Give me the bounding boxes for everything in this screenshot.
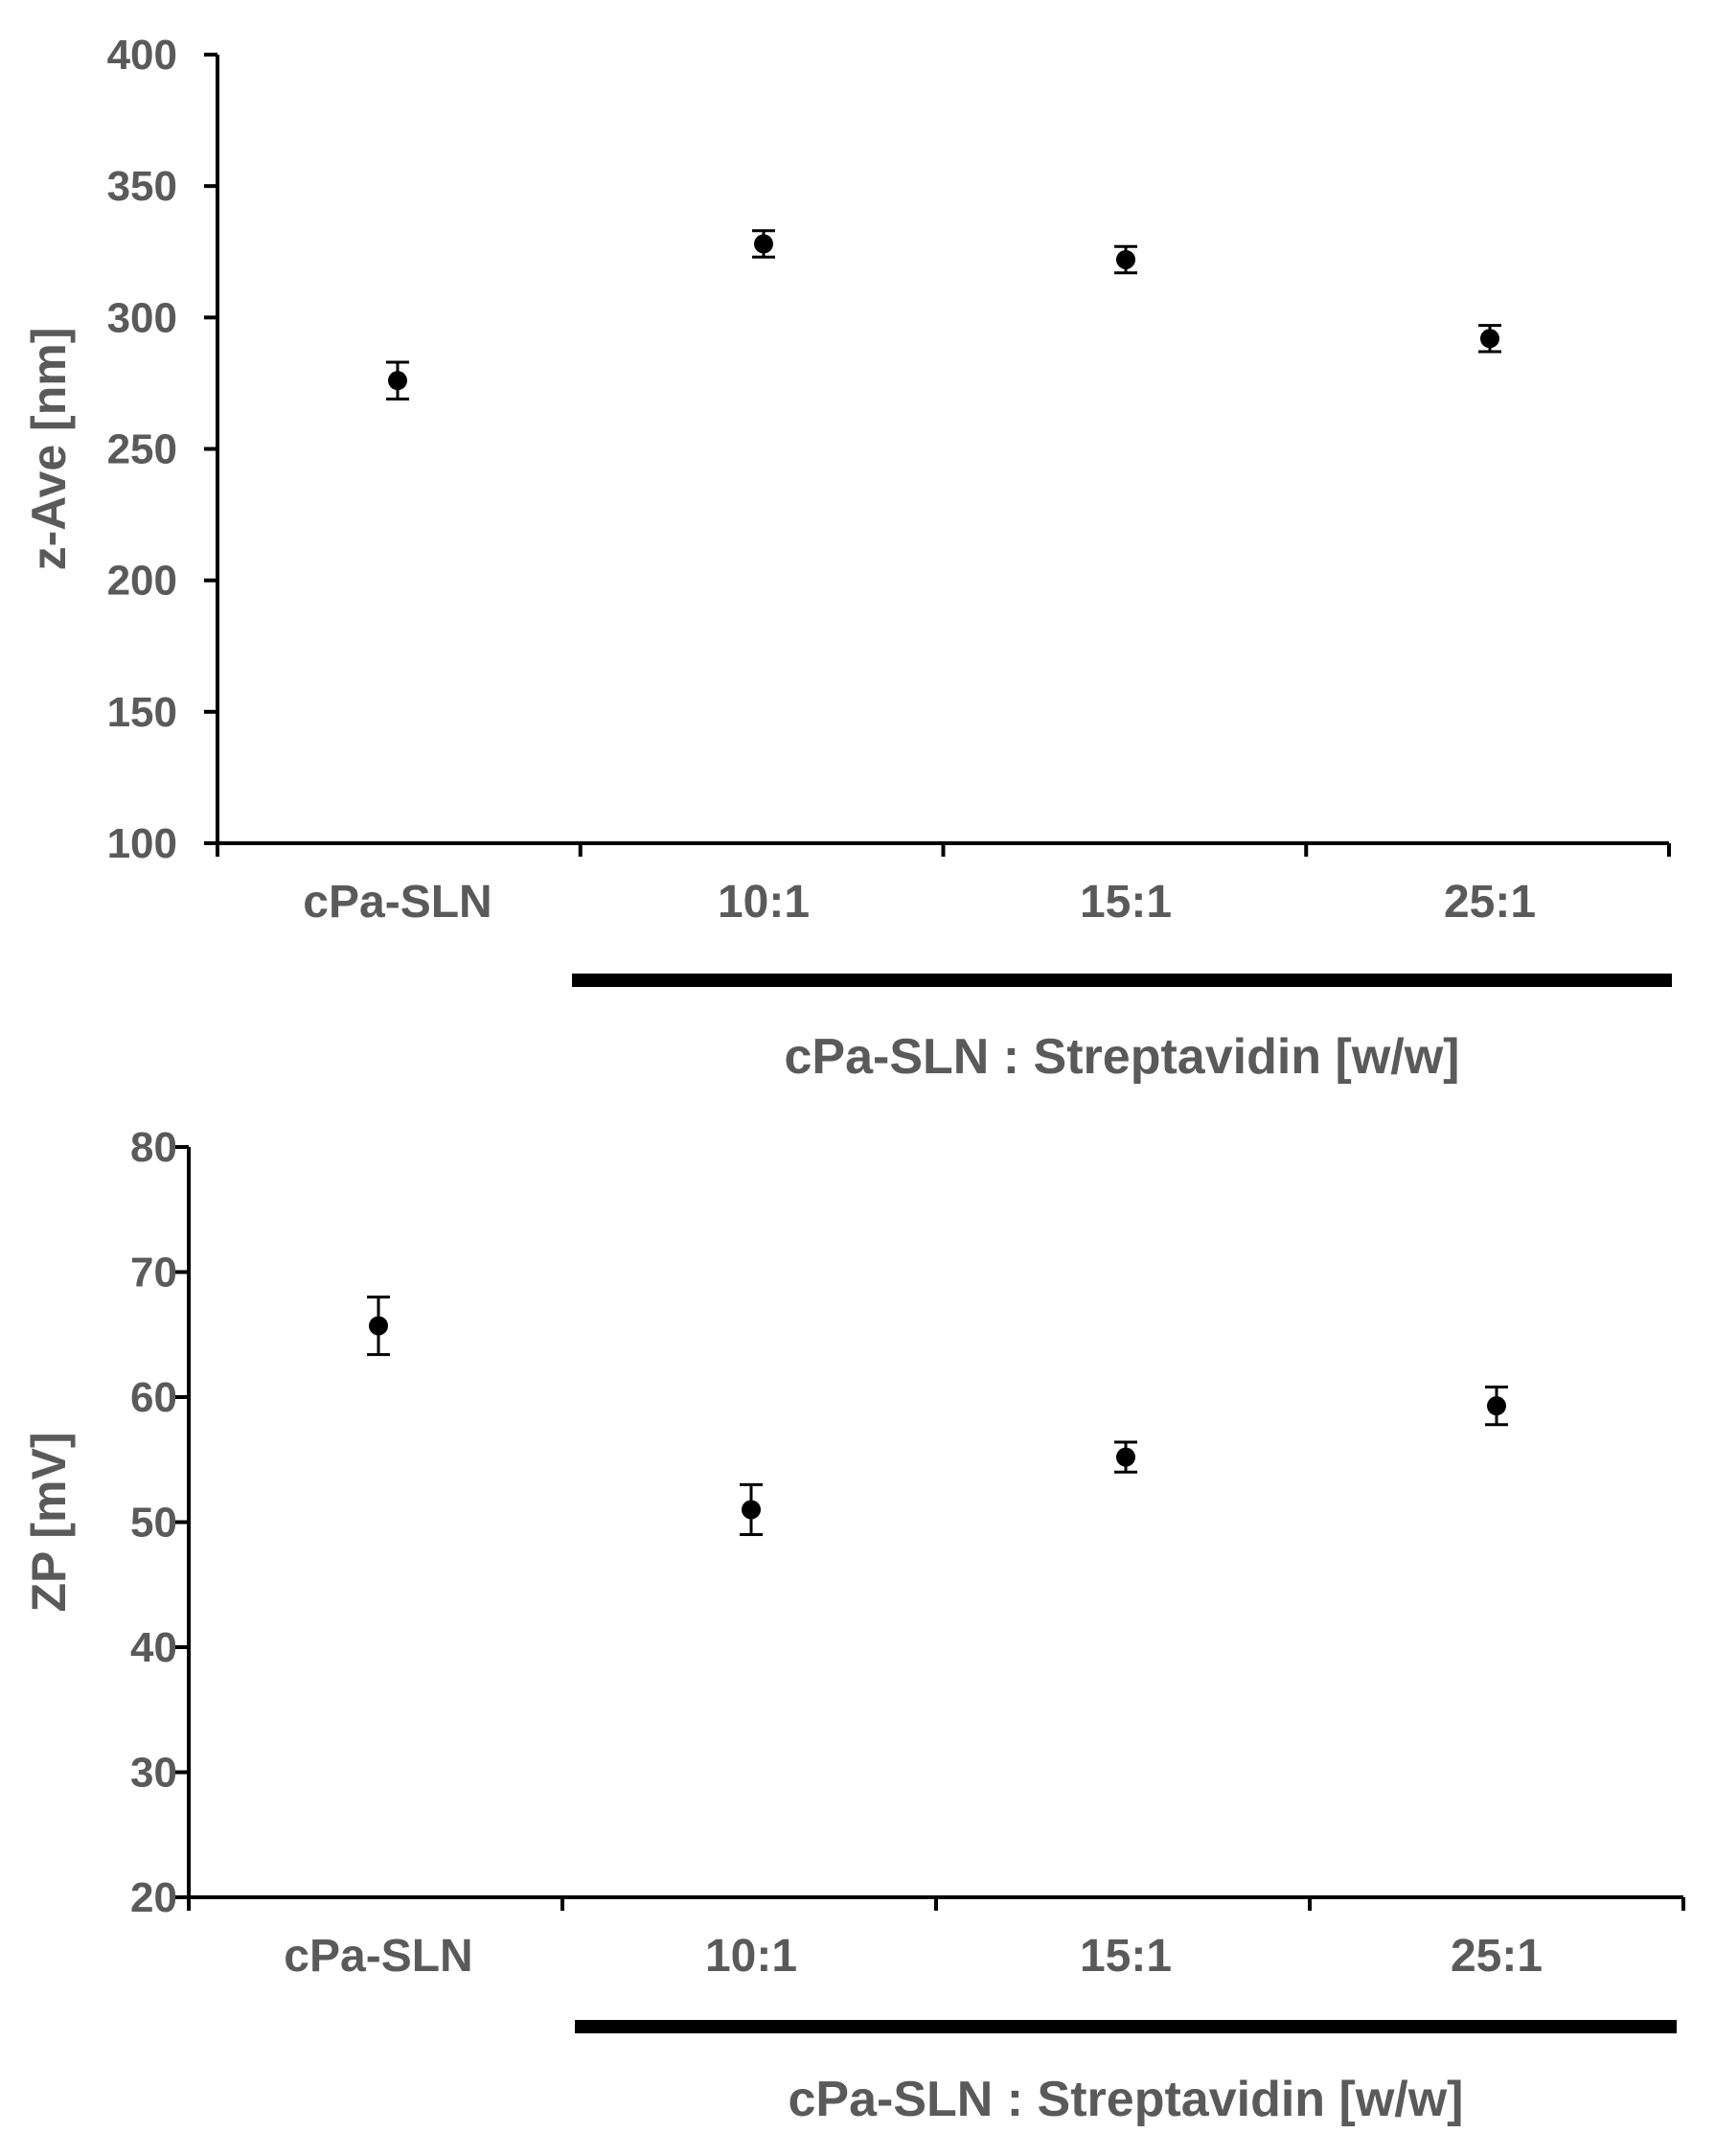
- x-tick-label: 15:1: [1080, 1931, 1172, 1982]
- group-label: cPa-SLN : Streptavidin [w/w]: [789, 2072, 1464, 2127]
- y-tick-label: 40: [130, 1624, 177, 1671]
- y-tick-label: 20: [130, 1874, 177, 1921]
- y-tick-label: 250: [107, 426, 177, 473]
- x-tick-label: 15:1: [1080, 877, 1172, 928]
- x-tick-label: 25:1: [1451, 1931, 1543, 1982]
- zp-panel: 20 30 40 50 60 70 80 cPa-SLN 10:1 15:1 25:1 ZP [mV]…: [22, 1124, 1685, 2127]
- y-tick-label: 400: [107, 32, 177, 79]
- y-tick-label: 100: [107, 820, 177, 867]
- data-point: [754, 234, 773, 254]
- z-ave-panel: 100 150 200 250 300 350 400 cPa-SLN 10:1 15:1 25:1…: [22, 32, 1672, 1085]
- data-point: [1116, 249, 1135, 269]
- x-tick-label: cPa-SLN: [303, 877, 492, 928]
- x-tick-label: cPa-SLN: [284, 1931, 472, 1982]
- data-point: [742, 1500, 761, 1520]
- y-axis-title: ZP [mV]: [22, 1433, 76, 1613]
- y-tick-label: 70: [130, 1250, 177, 1296]
- y-axis-title: z-Ave [nm]: [22, 328, 76, 571]
- data-point: [1480, 329, 1499, 349]
- x-tick-label: 10:1: [705, 1931, 797, 1982]
- data-point: [1116, 1447, 1135, 1467]
- group-label: cPa-SLN : Streptavidin [w/w]: [785, 1029, 1460, 1085]
- data-point: [369, 1316, 388, 1336]
- y-tick-label: 350: [107, 163, 177, 210]
- y-tick-label: 60: [130, 1374, 177, 1421]
- y-tick-label: 80: [130, 1124, 177, 1171]
- y-tick-label: 50: [130, 1500, 177, 1547]
- y-tick-label: 300: [107, 294, 177, 341]
- y-tick-label: 150: [107, 689, 177, 736]
- data-point: [1487, 1396, 1506, 1416]
- data-point: [388, 371, 407, 391]
- x-tick-label: 10:1: [718, 877, 810, 928]
- y-tick-label: 30: [130, 1750, 177, 1797]
- y-tick-label: 200: [107, 558, 177, 605]
- x-tick-label: 25:1: [1444, 877, 1536, 928]
